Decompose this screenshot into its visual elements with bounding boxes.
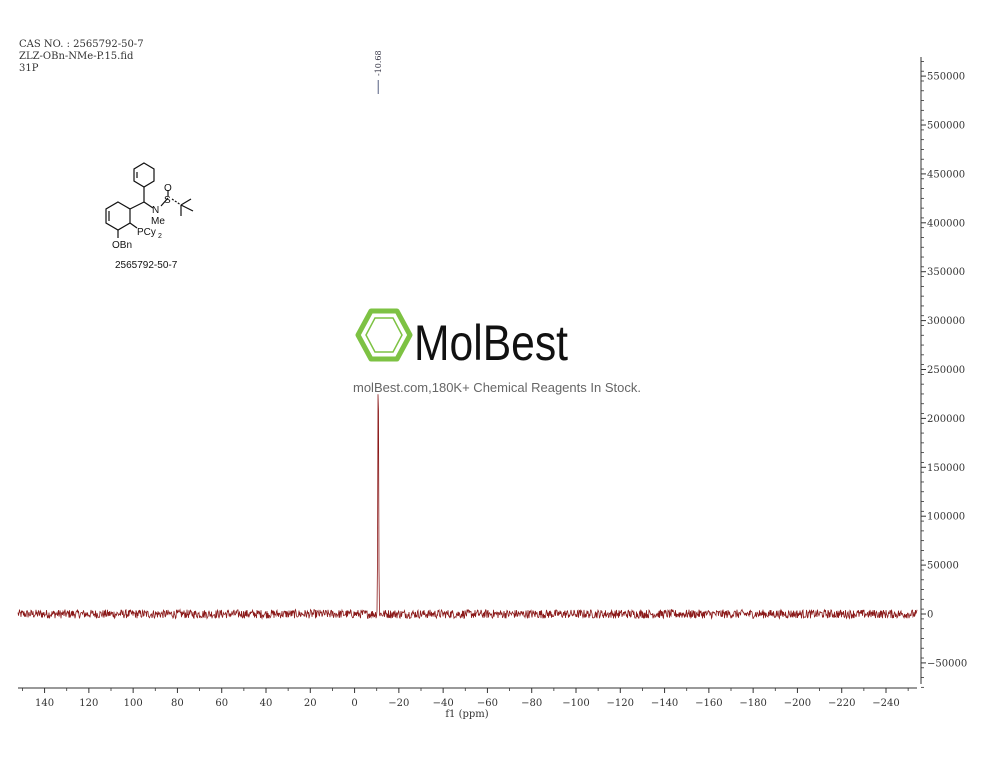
tbu-arm-2 xyxy=(180,204,194,212)
x-tick-label: −20 xyxy=(388,698,409,709)
y-tick-label: 250000 xyxy=(927,365,965,376)
y-tick-label: −50000 xyxy=(927,658,967,669)
axes: 140 120 100 80 60 40 20 0 −20 −40 −60 −80 −100 −120 −1… xyxy=(18,57,967,720)
x-axis-ticks: 140 120 100 80 60 40 20 0 −20 −40 −60 −80 −100 −120 −1… xyxy=(22,688,909,709)
x-tick-label: 40 xyxy=(260,698,273,709)
x-tick-label: −200 xyxy=(784,698,811,709)
bond-aryl-p xyxy=(129,222,138,229)
peak-label: -10.68 xyxy=(374,50,383,76)
x-tick-label: −100 xyxy=(562,698,589,709)
y-tick-label: 50000 xyxy=(927,561,959,572)
header-filename: ZLZ-OBn-NMe-P.15.fid xyxy=(19,51,134,62)
x-tick-label: −140 xyxy=(651,698,678,709)
x-tick-label: 20 xyxy=(304,698,317,709)
x-tick-label: −180 xyxy=(739,698,766,709)
y-tick-label: 550000 xyxy=(927,72,965,83)
y-tick-label: 350000 xyxy=(927,267,965,278)
x-tick-label: 140 xyxy=(35,698,54,709)
x-tick-label: −240 xyxy=(872,698,899,709)
y-tick-label: 0 xyxy=(927,610,933,621)
bond-n-s xyxy=(160,197,169,207)
spectrum-line-series xyxy=(17,394,918,620)
bond-ch-n xyxy=(143,201,154,209)
x-tick-label: 80 xyxy=(171,698,184,709)
y-tick-label: 400000 xyxy=(927,218,965,229)
tbu-arm-1 xyxy=(180,198,192,206)
molbest-tagline: molBest.com,180K+ Chemical Reagents In S… xyxy=(353,380,641,395)
y-tick-label: 100000 xyxy=(927,512,965,523)
x-tick-label: 120 xyxy=(79,698,98,709)
atom-pcy: PCy xyxy=(137,227,156,238)
x-tick-label: 60 xyxy=(215,698,228,709)
y-tick-label: 500000 xyxy=(927,121,965,132)
y-tick-label: 300000 xyxy=(927,316,965,327)
atom-o: O xyxy=(164,183,172,194)
x-tick-label: −220 xyxy=(828,698,855,709)
atom-n: N xyxy=(152,205,159,216)
y-tick-label: 200000 xyxy=(927,414,965,425)
header-nucleus: 31P xyxy=(19,63,39,74)
atom-obn: OBn xyxy=(112,240,132,251)
y-tick-label: 450000 xyxy=(927,169,965,180)
x-tick-label: 100 xyxy=(124,698,143,709)
molecule-structure xyxy=(105,162,194,238)
bond-aryl-ch xyxy=(129,201,145,210)
x-tick-label: −60 xyxy=(477,698,498,709)
x-tick-label: −40 xyxy=(433,698,454,709)
molbest-watermark: MolBest molBest.com,180K+ Chemical Reage… xyxy=(353,308,641,395)
y-axis-ticks: 5500005000004500004000003500003000002500… xyxy=(921,61,967,688)
molbest-logo-inner-hexagon-icon xyxy=(365,317,403,353)
x-tick-label: −80 xyxy=(521,698,542,709)
molbest-logo-hexagon-icon xyxy=(355,308,413,362)
peak-markers: -10.68 xyxy=(374,50,383,94)
x-axis-label: f1 (ppm) xyxy=(445,709,488,720)
spectrum-header: CAS NO. : 2565792-50-7 ZLZ-OBn-NMe-P.15.… xyxy=(19,39,144,74)
molbest-brand-text: MolBest xyxy=(414,315,568,371)
molecule-labels: O S N Me PCy 2 OBn 2565792-50-7 xyxy=(112,183,178,271)
x-tick-label: −160 xyxy=(695,698,722,709)
molecule-cas-label: 2565792-50-7 xyxy=(115,260,178,271)
header-cas: CAS NO. : 2565792-50-7 xyxy=(19,39,144,50)
atom-pcy-subscript: 2 xyxy=(158,233,162,240)
x-tick-label: −120 xyxy=(607,698,634,709)
bond-s-tbu xyxy=(171,198,182,206)
y-tick-label: 150000 xyxy=(927,463,965,474)
atom-me: Me xyxy=(151,216,165,227)
x-tick-label: 0 xyxy=(351,698,357,709)
atom-s: S xyxy=(164,195,171,206)
